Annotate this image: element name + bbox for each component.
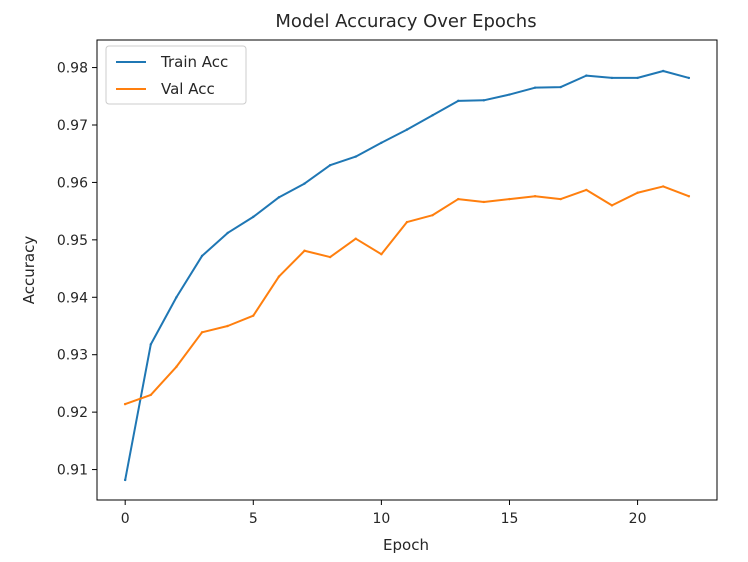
val-acc-data-point (662, 185, 664, 187)
val-acc-data-point (585, 189, 587, 191)
train-acc-data-point (483, 99, 485, 101)
y-tick-label: 0.95 (57, 233, 88, 249)
legend-label-val-acc: Val Acc (161, 80, 215, 98)
x-tick-label: 10 (372, 511, 390, 527)
train-acc-data-point (201, 255, 203, 257)
y-tick-label: 0.96 (57, 175, 88, 191)
val-acc-data-point (560, 198, 562, 200)
y-tick-label: 0.91 (57, 463, 88, 479)
train-acc-data-point (355, 155, 357, 157)
y-axis-title: Accuracy (20, 236, 38, 305)
train-acc-data-point (278, 196, 280, 198)
val-acc-data-point (201, 331, 203, 333)
train-acc-data-point (457, 100, 459, 102)
y-tick-label: 0.98 (57, 61, 88, 77)
y-tick-label: 0.92 (57, 405, 88, 421)
x-axis-title: Epoch (383, 536, 429, 554)
train-acc-data-point (560, 86, 562, 88)
train-acc-data-point (611, 77, 613, 79)
val-acc-data-point (406, 221, 408, 223)
train-acc-data-point (406, 128, 408, 130)
train-acc-data-point (303, 182, 305, 184)
val-acc-data-point (611, 204, 613, 206)
val-acc-data-point (355, 238, 357, 240)
y-tick-label: 0.94 (57, 290, 88, 306)
train-acc-data-point (688, 77, 690, 79)
val-acc-data-point (329, 256, 331, 258)
val-acc-data-point (124, 403, 126, 405)
x-tick-label: 15 (501, 511, 519, 527)
val-acc-data-point (508, 198, 510, 200)
train-acc-data-point (329, 164, 331, 166)
val-acc-data-point (688, 195, 690, 197)
val-acc-series-line (125, 186, 689, 404)
val-acc-data-point (534, 195, 536, 197)
train-acc-data-point (585, 74, 587, 76)
train-acc-data-point (226, 232, 228, 234)
x-tick-label: 0 (121, 511, 130, 527)
val-acc-data-point (380, 253, 382, 255)
train-acc-data-point (508, 93, 510, 95)
chart-title: Model Accuracy Over Epochs (275, 11, 536, 32)
val-acc-data-point (303, 250, 305, 252)
y-tick-label: 0.97 (57, 118, 88, 134)
train-acc-data-point (380, 142, 382, 144)
val-acc-data-point (457, 198, 459, 200)
x-tick-label: 5 (249, 511, 258, 527)
val-acc-data-point (252, 314, 254, 316)
train-acc-data-point (431, 114, 433, 116)
val-acc-data-point (278, 275, 280, 277)
val-acc-data-point (636, 192, 638, 194)
val-acc-data-point (431, 214, 433, 216)
train-acc-data-point (636, 77, 638, 79)
plot-area-frame (97, 40, 717, 500)
val-acc-data-point (175, 366, 177, 368)
train-acc-data-point (534, 86, 536, 88)
train-acc-data-point (252, 216, 254, 218)
train-acc-data-point (150, 343, 152, 345)
legend-label-train-acc: Train Acc (160, 53, 228, 71)
y-tick-label: 0.93 (57, 348, 88, 364)
val-acc-data-point (150, 394, 152, 396)
val-acc-data-point (483, 201, 485, 203)
train-acc-data-point (175, 296, 177, 298)
val-acc-data-point (226, 325, 228, 327)
train-acc-data-point (124, 479, 126, 481)
train-acc-series-line (125, 71, 689, 480)
x-tick-label: 20 (629, 511, 647, 527)
train-acc-data-point (662, 70, 664, 72)
